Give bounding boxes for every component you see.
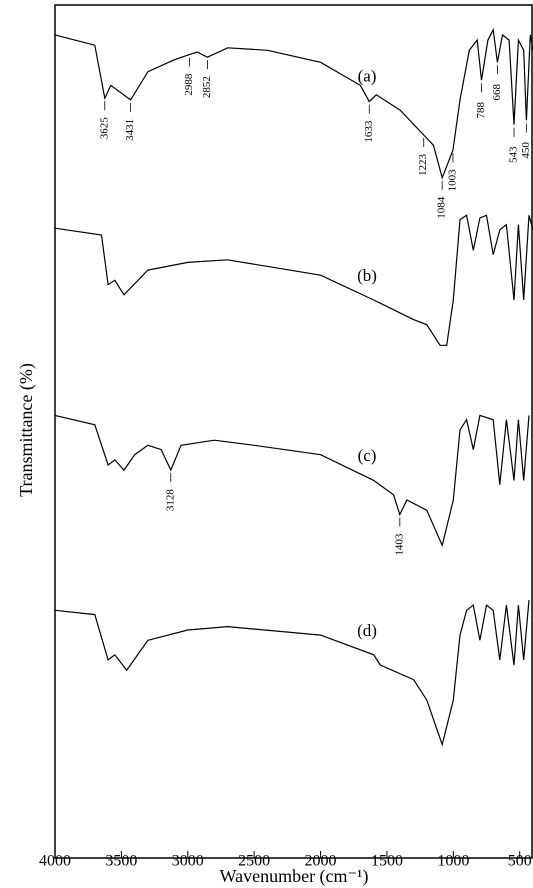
- x-tick-label: 2000: [305, 853, 337, 870]
- peak-label: 788: [475, 101, 487, 118]
- peak-label: 3128: [164, 489, 176, 512]
- spectrum-line: [55, 600, 529, 745]
- x-tick-label: 3500: [105, 853, 137, 870]
- peak-label: 2852: [201, 76, 213, 98]
- x-tick-label: 4000: [39, 853, 71, 870]
- x-tick-label: 1500: [371, 853, 403, 870]
- peak-label: 450: [520, 142, 532, 159]
- peak-label: 668: [491, 84, 503, 101]
- chart: Transmittance (%) Wavenumber (cm⁻¹) 4000…: [0, 0, 533, 888]
- peak-label: 543: [508, 146, 520, 163]
- spectrum-line: [55, 30, 533, 178]
- peak-label: 1084: [436, 196, 448, 219]
- peak-label: 2988: [183, 73, 195, 96]
- peak-label: 1223: [417, 153, 429, 176]
- x-tick-label: 1000: [437, 853, 469, 870]
- peak-label: 1633: [363, 120, 375, 143]
- trace-label: (a): [358, 66, 377, 85]
- x-tick-label: 500: [508, 853, 532, 870]
- peak-label: 1403: [393, 533, 405, 556]
- spectrum-line: [55, 415, 529, 545]
- peak-label: 3625: [98, 117, 110, 140]
- x-tick-label: 2500: [238, 853, 270, 870]
- peak-label: 3431: [124, 119, 136, 141]
- peak-label: 1003: [446, 169, 458, 192]
- trace-label: (d): [357, 621, 377, 640]
- spectrum-line: [55, 215, 533, 345]
- y-axis-label: Transmittance (%): [16, 363, 37, 497]
- trace-label: (b): [357, 266, 377, 285]
- trace-label: (c): [358, 446, 377, 465]
- x-tick-label: 3000: [172, 853, 204, 870]
